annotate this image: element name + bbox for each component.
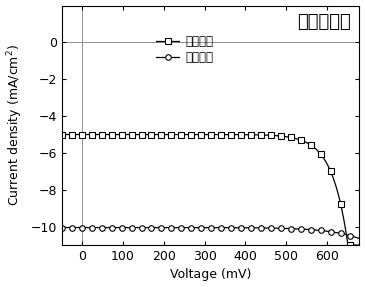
二次溶解 [61, 226, 65, 229]
单次溶解 [346, 243, 351, 247]
单次溶解 [237, 133, 241, 136]
Line: 单次溶解: 单次溶解 [59, 132, 362, 248]
Y-axis label: Current density (mA/cm$^2$): Current density (mA/cm$^2$) [5, 44, 25, 206]
单次溶解 [242, 133, 246, 136]
单次溶解 [329, 172, 334, 175]
单次溶解 [236, 133, 240, 136]
单次溶解 [60, 133, 64, 136]
二次溶解 [237, 226, 241, 229]
二次溶解 [242, 226, 246, 230]
二次溶解 [329, 230, 334, 234]
二次溶解 [311, 228, 315, 232]
Line: 二次溶解: 二次溶解 [59, 225, 362, 241]
二次溶解 [357, 237, 362, 240]
单次溶解 [61, 133, 65, 136]
单次溶解 [357, 243, 362, 247]
二次溶解 [236, 226, 240, 229]
Text: 实例实施一: 实例实施一 [297, 13, 350, 31]
X-axis label: Voltage (mV): Voltage (mV) [170, 268, 251, 282]
Legend: 单次溶解, 二次溶解: 单次溶解, 二次溶解 [151, 31, 218, 68]
二次溶解 [60, 226, 64, 229]
单次溶解 [311, 145, 315, 148]
